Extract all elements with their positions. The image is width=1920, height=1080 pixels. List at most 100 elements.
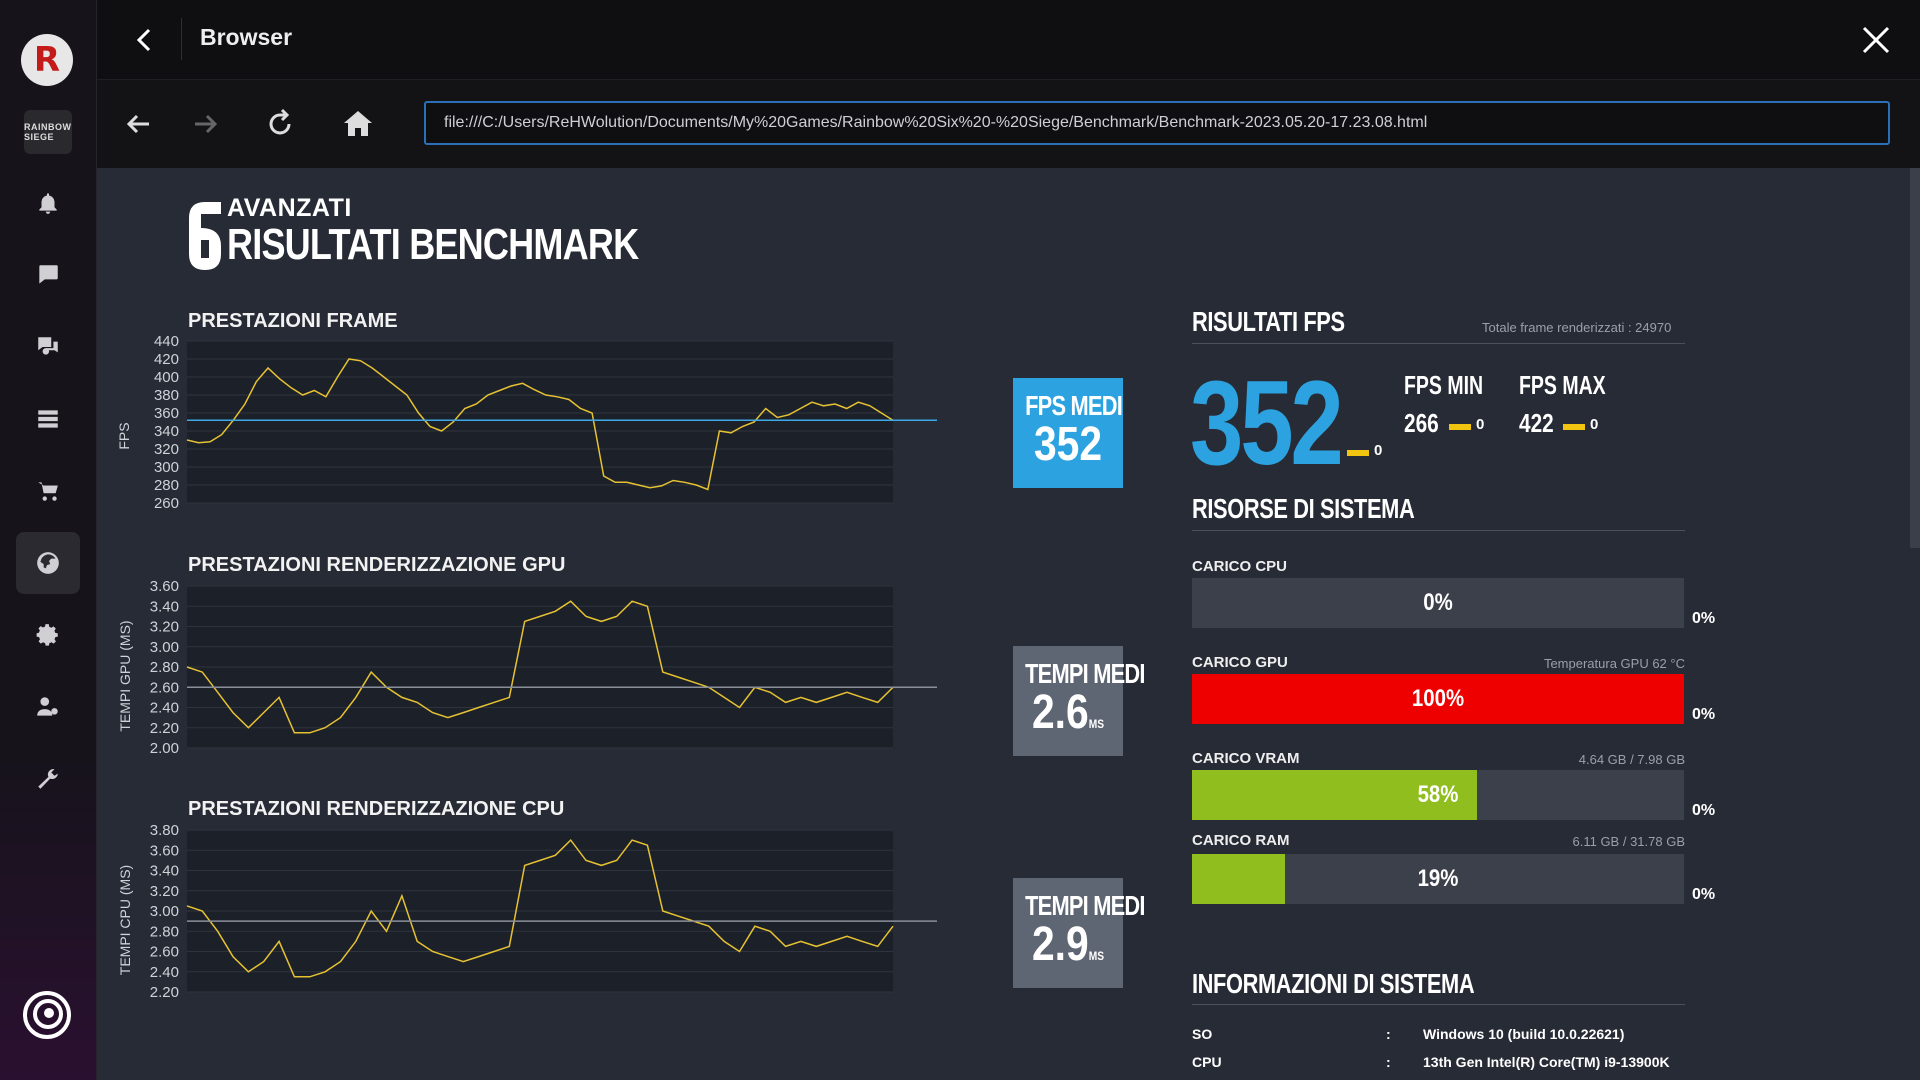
- fps-avg-box: FPS MEDI 352: [1013, 378, 1123, 488]
- home-button[interactable]: [338, 104, 378, 144]
- cpu-chart-ytick-label: 2.40: [150, 964, 179, 981]
- total-frames: Totale frame renderizzati : 24970: [1482, 320, 1672, 335]
- gpu-chart-ytick-label: 2.00: [150, 740, 179, 757]
- fps-avg-dash: [1347, 450, 1369, 456]
- cpu-chart-ytick-label: 2.60: [150, 944, 179, 961]
- gpu-load-label: CARICO GPU: [1192, 654, 1288, 671]
- vram-usage: 4.64 GB / 7.98 GB: [1578, 752, 1685, 767]
- gpu-chart-ytick-label: 2.40: [150, 700, 179, 717]
- gpu-chart: 3.60 3.40 3.20 3.00 2.80 2.60 2.40 2.20 2.00: [150, 578, 937, 757]
- sysinfo-title: INFORMAZIONI DI SISTEMA: [1192, 968, 1475, 999]
- vram-load-bar: 58%: [1192, 770, 1684, 820]
- fps-avg-big: 352: [1190, 356, 1344, 490]
- ram-load-pct: 19%: [1417, 865, 1459, 892]
- frame-chart-ytick-label: 260: [154, 495, 179, 512]
- sysinfo-os-value: Windows 10 (build 10.0.22621): [1423, 1026, 1625, 1042]
- fps-results-divider: [1192, 343, 1685, 344]
- gpu-avg-box-title: TEMPI MEDI: [1025, 658, 1145, 689]
- resources-title: RISORSE DI SISTEMA: [1192, 493, 1415, 524]
- window-title: Browser: [200, 24, 293, 50]
- gpu-chart-ytick-label: 2.20: [150, 720, 179, 737]
- sysinfo-cpu-sep: :: [1386, 1054, 1391, 1070]
- gpu-load-fill: [1192, 674, 1684, 724]
- fps-avg-zero: 0: [1374, 442, 1383, 459]
- frame-chart-ytick-label: 440: [154, 333, 179, 350]
- ram-load-fill: [1192, 854, 1286, 904]
- fps-avg-box-value: 352: [1033, 418, 1103, 471]
- gear-icon[interactable]: [16, 604, 80, 666]
- fps-max-dash: [1563, 424, 1585, 430]
- cpu-chart: 3.80 3.60 3.40 3.20 3.00 2.80 2.60 2.40 2.20: [150, 822, 937, 1001]
- fps-min-zero: 0: [1476, 416, 1485, 433]
- vram-load-pct: 58%: [1417, 781, 1459, 808]
- fps-min-value: 266: [1404, 408, 1439, 438]
- app-logo[interactable]: R: [21, 34, 73, 86]
- user-settings-icon[interactable]: [16, 676, 80, 738]
- back-button[interactable]: [127, 22, 163, 58]
- fps-min-label: FPS MIN: [1404, 370, 1484, 400]
- frame-chart-ytick-label: 280: [154, 477, 179, 494]
- cart-icon[interactable]: [16, 460, 80, 522]
- frame-chart-ytick-label: 400: [154, 369, 179, 386]
- friends-icon[interactable]: [16, 316, 80, 378]
- vram-load-zero: 0%: [1692, 802, 1716, 819]
- header-subtitle: AVANZATI: [227, 194, 352, 222]
- sysinfo-divider: [1192, 1004, 1685, 1005]
- gpu-chart-title: PRESTAZIONI RENDERIZZAZIONE GPU: [188, 554, 566, 576]
- fps-max-zero: 0: [1590, 416, 1599, 433]
- gpu-avg-box: TEMPI MEDI 2.6MS: [1013, 646, 1145, 756]
- cpu-chart-ytick-label: 3.40: [150, 863, 179, 880]
- gpu-chart-ytick-label: 2.80: [150, 659, 179, 676]
- cpu-chart-ytick-label: 3.80: [150, 822, 179, 839]
- nav-back-button[interactable]: [119, 104, 159, 144]
- benchmark-page: AVANZATI RISULTATI BENCHMARK PRESTAZIONI…: [97, 168, 1920, 1080]
- cpu-load-pct: 0%: [1423, 589, 1453, 616]
- vram-load-fill: [1192, 770, 1478, 820]
- cpu-load-label: CARICO CPU: [1192, 558, 1288, 575]
- close-button[interactable]: [1858, 22, 1894, 58]
- cpu-avg-box-title: TEMPI MEDI: [1025, 890, 1145, 921]
- frame-chart-title: PRESTAZIONI FRAME: [188, 310, 398, 332]
- browser-nav-bar: file:///C:/Users/ReHWolution/Documents/M…: [97, 80, 1920, 168]
- gpu-load-zero: 0%: [1692, 706, 1716, 723]
- cpu-avg-box: TEMPI MEDI 2.9MS: [1013, 878, 1145, 988]
- gpu-load-pct: 100%: [1411, 685, 1465, 712]
- globe-icon[interactable]: [16, 532, 80, 594]
- url-field[interactable]: file:///C:/Users/ReHWolution/Documents/M…: [424, 101, 1890, 145]
- game-tile[interactable]: RAINBOW SIEGE: [24, 110, 72, 154]
- ubisoft-icon[interactable]: [22, 990, 72, 1040]
- gpu-chart-ytick-label: 3.40: [150, 598, 179, 615]
- sysinfo-cpu-value: 13th Gen Intel(R) Core(TM) i9-13900K: [1423, 1054, 1670, 1070]
- gpu-avg-box-value: 2.6MS: [1031, 686, 1105, 739]
- nav-forward-button[interactable]: [185, 104, 225, 144]
- chat-icon[interactable]: [16, 244, 80, 306]
- fps-results-title: RISULTATI FPS: [1192, 306, 1345, 337]
- scrollbar[interactable]: [1910, 168, 1920, 548]
- gpu-chart-ytick-label: 3.60: [150, 578, 179, 595]
- gpu-temperature: Temperatura GPU 62 °C: [1543, 656, 1685, 671]
- frame-chart-ytick-label: 420: [154, 351, 179, 368]
- fps-avg-box-title: FPS MEDI: [1025, 390, 1123, 421]
- ram-load-zero: 0%: [1692, 886, 1716, 903]
- cpu-chart-ytick-label: 2.20: [150, 984, 179, 1001]
- resources-divider: [1192, 530, 1685, 531]
- bell-icon[interactable]: [16, 172, 80, 234]
- header-title: RISULTATI BENCHMARK: [227, 220, 639, 269]
- sysinfo-os-key: SO: [1192, 1026, 1213, 1042]
- ram-usage: 6.11 GB / 31.78 GB: [1572, 834, 1686, 849]
- ram-load-label: CARICO RAM: [1192, 832, 1290, 849]
- frame-chart-ytick-label: 360: [154, 405, 179, 422]
- gpu-load-bar: 100%: [1192, 674, 1684, 724]
- cpu-avg-box-value: 2.9MS: [1031, 918, 1105, 971]
- reload-button[interactable]: [260, 104, 300, 144]
- cpu-chart-series-line: [186, 838, 894, 978]
- tools-icon[interactable]: [16, 748, 80, 810]
- rainbow-six-logo-icon: [189, 202, 221, 270]
- cpu-chart-ytick-label: 3.20: [150, 883, 179, 900]
- fps-max-value: 422: [1519, 408, 1554, 438]
- vram-load-label: CARICO VRAM: [1192, 750, 1300, 767]
- cpu-chart-ytick-label: 2.80: [150, 923, 179, 940]
- cpu-load-zero: 0%: [1692, 610, 1716, 627]
- library-icon[interactable]: [16, 388, 80, 450]
